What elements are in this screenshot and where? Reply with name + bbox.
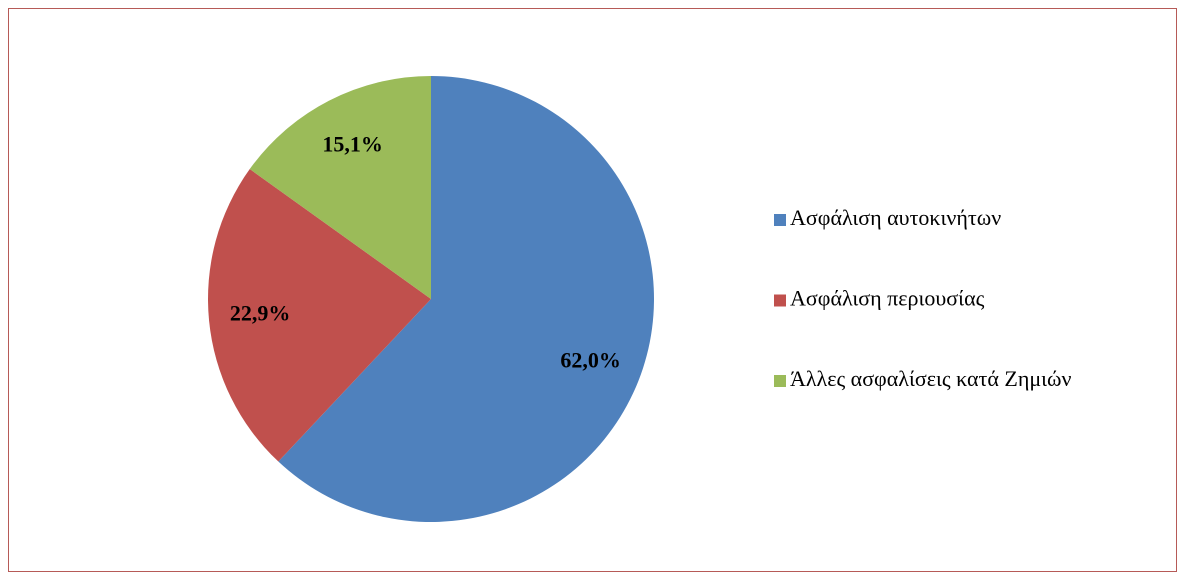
pie-slice [249, 76, 431, 299]
data-label: 15,1% [322, 131, 383, 156]
pie-slice [278, 76, 654, 523]
legend-label: Ασφάλιση περιουσίας [790, 286, 985, 311]
data-label: 62,0% [560, 347, 621, 372]
legend-label: Ασφάλιση αυτοκινήτων [790, 205, 1001, 230]
legend-swatch [774, 375, 786, 387]
data-label: 22,9% [230, 301, 291, 326]
legend-swatch [774, 294, 786, 307]
pie-slice [208, 169, 431, 462]
legend-swatch [774, 214, 786, 226]
legend-label: Άλλες ασφαλίσεις κατά Ζημιών [790, 366, 1072, 391]
